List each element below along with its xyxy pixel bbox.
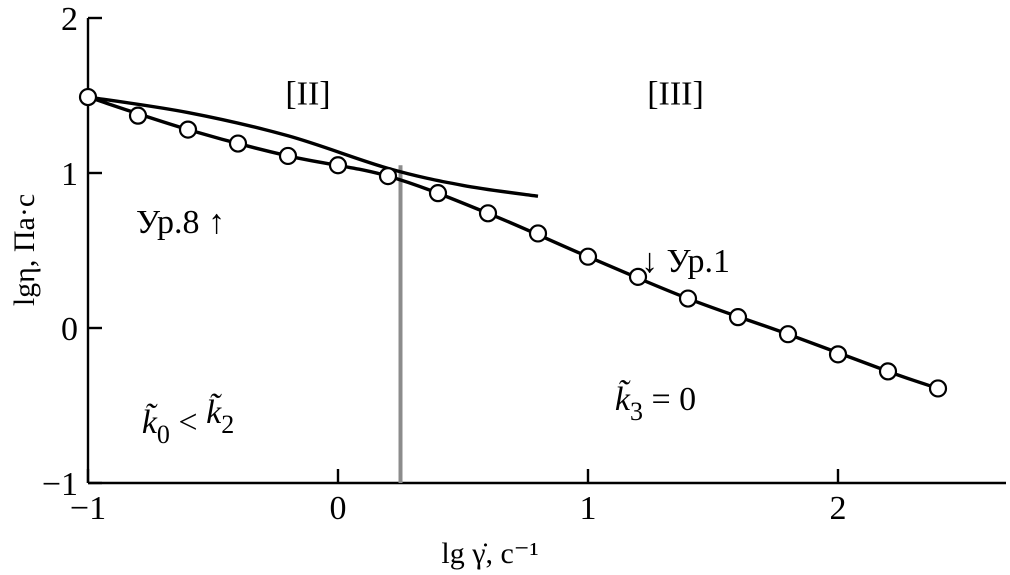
y-tick-label: 1: [61, 156, 78, 193]
x-axis-label: lg γ̇, с⁻¹: [441, 537, 538, 570]
x-tick-label: 1: [580, 490, 597, 527]
data-points: [78, 87, 948, 398]
condition-part: <: [170, 404, 206, 441]
data-point: [828, 345, 848, 364]
curve-eq1: [87, 95, 939, 391]
x-tick-label: 2: [830, 490, 847, 527]
curve-label: Ур.8 ↑: [136, 204, 225, 241]
data-point: [528, 224, 548, 243]
condition-part: 0: [157, 420, 170, 449]
curve-label: ↓ Ур.1: [641, 243, 730, 280]
condition-part: 2: [221, 410, 234, 439]
condition-part: 3: [630, 397, 643, 426]
curves: [87, 95, 939, 391]
data-point: [78, 87, 98, 107]
data-point: [178, 120, 198, 139]
condition-part: k̃: [206, 392, 222, 431]
condition-label: k̃3 = 0: [615, 379, 696, 426]
curve-eq8: [87, 95, 539, 198]
x-tick-label: −1: [70, 490, 106, 527]
x-tick-label: 0: [330, 490, 347, 527]
y-axis-label: lgη, Па·с: [8, 194, 41, 306]
condition-part: k̃: [615, 379, 631, 418]
data-point: [928, 379, 948, 398]
data-point: [878, 362, 898, 381]
data-point: [678, 289, 698, 308]
data-point: [428, 184, 448, 203]
data-point: [778, 325, 798, 344]
condition-label: k̃0 < k̃2: [142, 392, 234, 449]
y-tick-label: 2: [61, 1, 78, 38]
data-point: [128, 106, 148, 125]
region-label: [II]: [285, 75, 330, 112]
data-point: [578, 247, 598, 266]
condition-part: = 0: [643, 381, 696, 418]
data-point: [328, 156, 348, 175]
data-point: [378, 167, 398, 186]
y-tick-label: −1: [42, 466, 78, 503]
data-point: [728, 308, 748, 327]
ticks: −1 0 1 2 −1 0 1 2: [42, 1, 847, 527]
data-point: [478, 204, 498, 223]
data-point: [278, 146, 298, 166]
region-label: [III]: [647, 75, 704, 112]
condition-part: k̃: [142, 402, 158, 441]
y-tick-label: 0: [61, 311, 78, 348]
data-point: [228, 134, 248, 153]
data-point: [628, 267, 648, 286]
annotations: [II] [III]Ур.8 ↑↓ Ур.1k̃0 < k̃2k̃3 = 0: [136, 75, 730, 449]
